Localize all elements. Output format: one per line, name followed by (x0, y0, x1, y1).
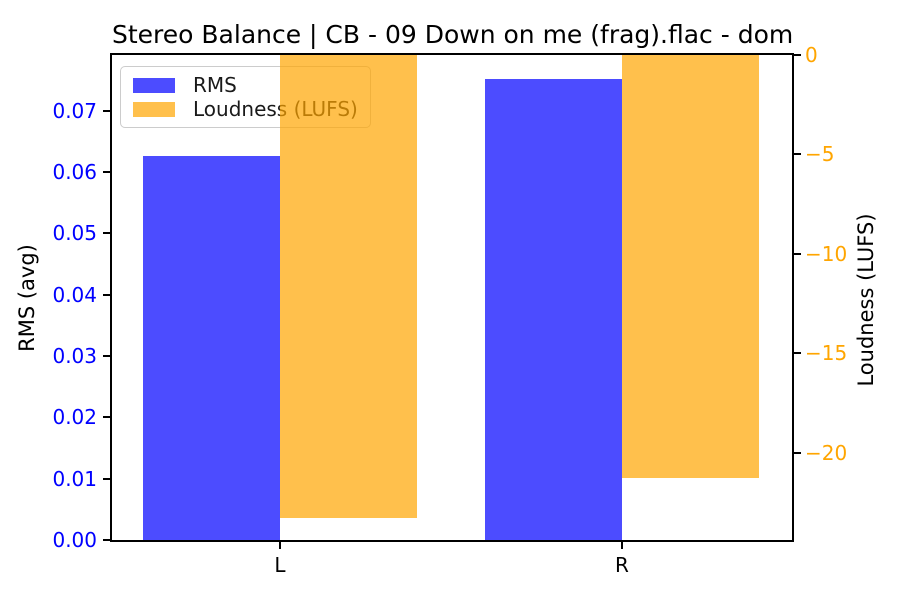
left-tick-mark (103, 232, 110, 235)
right-tick-mark (794, 252, 801, 255)
chart-title: Stereo Balance | CB - 09 Down on me (fra… (112, 20, 794, 49)
bar-loudness-L (280, 55, 417, 519)
left-tick-label: 0.05 (52, 221, 97, 246)
left-tick-mark (103, 109, 110, 112)
x-tick-mark (279, 542, 281, 549)
right-tick-label: −10 (805, 241, 848, 266)
left-tick-mark (103, 293, 110, 296)
left-tick-label: 0.03 (52, 344, 97, 369)
left-tick-mark (103, 355, 110, 358)
right-tick-mark (794, 451, 801, 454)
right-tick-label: −15 (805, 341, 848, 366)
right-tick-label: −5 (805, 142, 835, 167)
x-tick-label: L (274, 553, 286, 577)
legend-item-rms: RMS (133, 73, 358, 97)
left-tick-label: 0.06 (52, 160, 97, 185)
x-tick-label: R (615, 553, 629, 577)
bar-rms-L (143, 155, 280, 540)
left-tick-label: 0.07 (52, 98, 97, 123)
left-tick-mark (103, 539, 110, 541)
rms-swatch-icon (133, 77, 175, 93)
left-tick-label: 0.02 (52, 405, 97, 430)
legend-label-rms: RMS (193, 73, 237, 97)
left-tick-mark (103, 477, 110, 480)
x-tick-mark (621, 542, 623, 549)
left-tick-label: 0.00 (52, 528, 97, 552)
right-tick-mark (794, 153, 801, 156)
left-tick-mark (103, 171, 110, 174)
right-tick-label: −20 (805, 440, 848, 465)
right-tick-mark (794, 352, 801, 355)
bar-rms-R (485, 78, 622, 540)
left-tick-mark (103, 416, 110, 419)
left-tick-label: 0.04 (52, 282, 97, 307)
right-tick-label: 0 (805, 43, 818, 67)
bar-loudness-R (622, 55, 759, 479)
left-tick-label: 0.01 (52, 466, 97, 491)
right-tick-mark (794, 54, 801, 56)
loudness-swatch-icon (133, 101, 175, 117)
plot-area: RMS Loudness (LUFS) (110, 53, 794, 542)
